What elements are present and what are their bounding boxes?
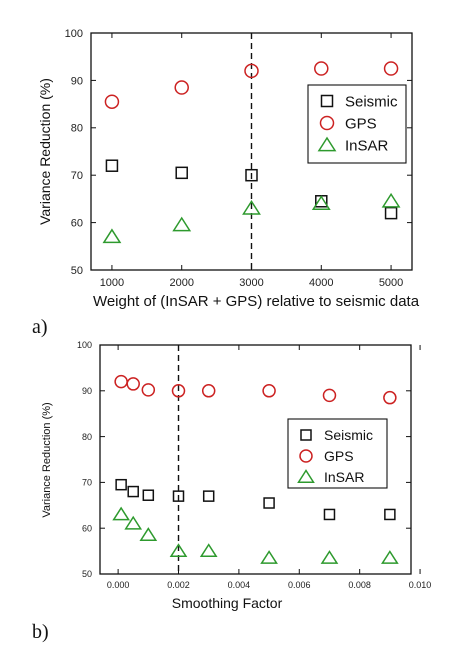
insar-point-a [172, 216, 192, 232]
legend-marker-seismic-a [320, 94, 334, 108]
y-tick-label-a: 100 [65, 28, 83, 40]
x-tick-label-b: 0.010 [409, 580, 432, 590]
insar-point-b [199, 543, 218, 558]
insar-point-b [124, 515, 143, 530]
insar-point-a [311, 195, 331, 210]
y-tick-label-a: 70 [71, 170, 83, 182]
gps-point-b [171, 384, 186, 398]
legend-label-gps-b: GPS [324, 448, 354, 464]
insar-point-b [112, 506, 130, 521]
marks-a [102, 61, 401, 244]
y-axis-label-a: Variance Reduction (%) [37, 78, 53, 225]
legend-label-seismic-b: Seismic [324, 427, 373, 443]
y-axis-label-b: Variance Reduction (%) [41, 402, 53, 517]
ticks-b: 0.000 0.002 0.004 0.006 0.008 0.010 50 60 70 80 90… [77, 340, 431, 590]
gps-point-b [262, 384, 276, 398]
insar-point-b [169, 543, 188, 558]
x-tick-label-b: 0.008 [348, 580, 371, 590]
legend-label-insar-b: InSAR [324, 469, 364, 485]
panel-label-a: a) [32, 316, 48, 338]
y-tick-label-b: 60 [82, 523, 92, 533]
seismic-point-a [384, 206, 398, 220]
x-tick-label-b: 0.002 [167, 580, 190, 590]
gps-point-b [141, 383, 156, 397]
panel-label-b: b) [32, 621, 49, 643]
seismic-point-b [142, 489, 155, 501]
y-tick-label-b: 70 [82, 478, 92, 488]
x-tick-label-a: 1000 [100, 277, 124, 289]
legend-a: Seismic GPS InSAR [307, 84, 407, 164]
x-tick-label-b: 0.000 [107, 580, 130, 590]
x-tick-label-b: 0.004 [228, 580, 251, 590]
gps-point-a [244, 63, 259, 79]
seismic-point-b [172, 490, 185, 502]
plot-frame-b [99, 344, 412, 575]
legend-marker-insar-b [297, 469, 315, 483]
legend-label-insar-a: InSAR [345, 137, 389, 154]
x-tick-label-b: 0.006 [288, 580, 311, 590]
legend-b: Seismic GPS InSAR [287, 418, 388, 489]
gps-point-b [383, 390, 397, 405]
gps-point-a [104, 94, 120, 109]
seismic-point-b [115, 478, 127, 491]
seismic-point-a [245, 168, 258, 182]
insar-point-a [242, 199, 261, 215]
insar-point-b [381, 550, 399, 564]
marks-b [112, 374, 399, 564]
x-tick-label-a: 4000 [309, 277, 333, 289]
seismic-point-b [127, 485, 139, 498]
legend-label-gps-a: GPS [345, 115, 377, 132]
y-tick-label-b: 90 [82, 386, 92, 396]
y-tick-label-b: 80 [82, 432, 92, 442]
y-tick-label-b: 100 [77, 340, 92, 350]
gps-point-b [322, 388, 337, 403]
x-tick-label-a: 3000 [239, 277, 263, 289]
x-axis-label-b: Smoothing Factor [172, 595, 283, 611]
x-axis-label-a: Weight of (InSAR + GPS) relative to seis… [93, 293, 420, 310]
gps-point-b [126, 377, 140, 391]
legend-marker-insar-a [317, 136, 337, 152]
seismic-point-a [105, 159, 119, 172]
legend-marker-seismic-b [300, 429, 312, 441]
chart-panel-b: 0.000 0.002 0.004 0.006 0.008 0.010 50 60 70 80 90… [32, 340, 431, 643]
legend-label-seismic-a: Seismic [345, 93, 398, 110]
insar-point-b [139, 527, 158, 542]
insar-point-a [381, 192, 401, 208]
seismic-point-a [175, 166, 188, 180]
y-tick-label-a: 60 [71, 217, 83, 229]
y-tick-label-a: 80 [71, 123, 83, 135]
gps-point-b [201, 384, 216, 398]
seismic-point-b [323, 508, 336, 521]
chart-panel-a: 1000 2000 3000 4000 5000 50 60 70 80 90 100 Seismi… [32, 28, 420, 338]
seismic-point-b [384, 508, 396, 521]
legend-marker-gps-b [299, 449, 313, 463]
gps-point-a [383, 61, 399, 76]
y-tick-label-b: 50 [82, 569, 92, 579]
y-tick-label-a: 50 [71, 265, 83, 277]
seismic-point-b [263, 497, 275, 509]
x-tick-label-a: 5000 [379, 277, 403, 289]
legend-marker-gps-a [319, 115, 335, 131]
y-tick-label-a: 90 [71, 75, 83, 87]
gps-point-a [174, 80, 189, 95]
gps-point-b [114, 374, 128, 389]
x-tick-label-a: 2000 [169, 277, 193, 289]
seismic-point-b [202, 490, 215, 502]
insar-point-b [320, 550, 339, 564]
gps-point-a [314, 61, 329, 76]
ticks-a: 1000 2000 3000 4000 5000 50 60 70 80 90 100 [65, 28, 412, 289]
insar-point-a [102, 228, 122, 244]
insar-point-b [260, 550, 278, 564]
